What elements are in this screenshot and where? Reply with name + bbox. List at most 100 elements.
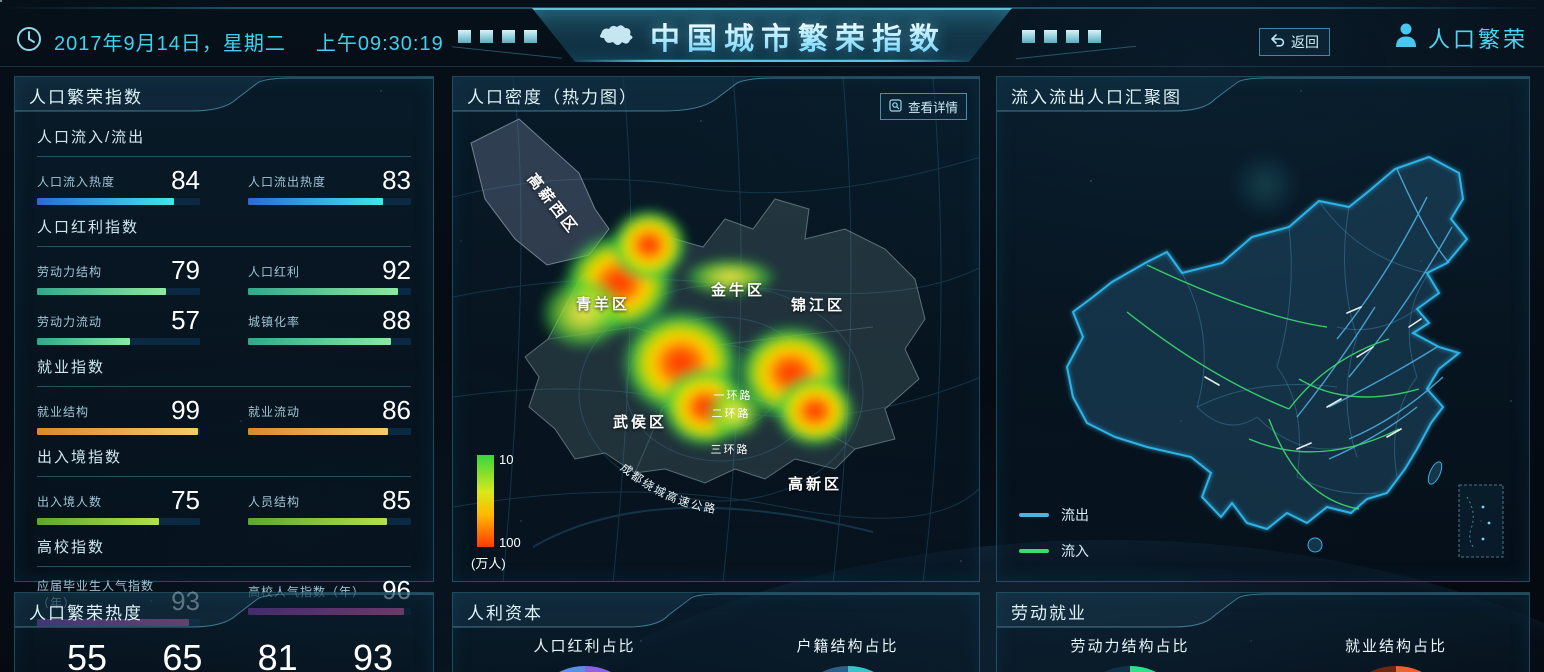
flow-legend: 流出 流入 — [1019, 505, 1089, 577]
heat-value: 55 — [67, 637, 108, 672]
stat-label: 人口红利 — [248, 265, 301, 279]
panel-header: 人口密度（热力图） — [453, 77, 979, 113]
outflow-color-swatch — [1019, 513, 1049, 517]
panel-header: 流入流出人口汇聚图 — [997, 77, 1529, 113]
datetime-group: 2017年9月14日，星期二 上午09:30:19 — [16, 26, 444, 57]
outflow-label: 流出 — [1061, 507, 1089, 523]
section-title: 就业指数 — [37, 359, 106, 376]
panel-header: 劳动就业 — [997, 593, 1529, 629]
section-divider — [37, 566, 411, 567]
household-ratio-pie-chart[interactable] — [787, 666, 908, 672]
labor-structure-pie-chart[interactable] — [1070, 666, 1190, 672]
app-title-banner: 中国城市繁荣指数 — [532, 8, 1012, 62]
population-density-panel: 高薪西区 青羊区 金牛区 锦江区 武侯区 高新区 一环路 二环路 三环路 成都绕… — [452, 76, 980, 582]
stat-bar — [248, 518, 411, 525]
population-prosperity-panel: 人口繁荣指数 人口流入/流出 人口流入热度 84 人口流出热度 83 人口红利指数 — [14, 76, 434, 626]
heat-value: 93 — [352, 637, 393, 672]
panel-header: 人口繁荣热度 — [15, 593, 433, 629]
china-flow-map[interactable] — [997, 77, 1530, 582]
section-title: 人口红利指数 — [37, 219, 140, 236]
flow-highlights — [1204, 306, 1422, 450]
stat-label: 劳动力流动 — [37, 315, 103, 329]
road-label-ring1: 一环路 — [714, 389, 753, 402]
details-button-label: 查看详情 — [907, 101, 958, 115]
stat-value: 75 — [171, 485, 200, 515]
migration-flow-panel: 流入流出人口汇聚图 流出 流入 — [996, 76, 1530, 582]
section-demographic-dividend: 人口红利指数 劳动力结构 79 人口红利 92 劳动力流动 57 城镇化率 88 — [37, 216, 411, 345]
stat-value: 86 — [382, 395, 411, 425]
prosperity-heat-panel: 人口繁荣热度 55 65 81 93 — [14, 592, 434, 672]
district-label-jinjiang: 锦江区 — [791, 296, 845, 314]
stat-item: 人口流出热度 83 — [248, 167, 411, 205]
stat-item: 就业结构 99 — [37, 397, 200, 435]
view-details-button[interactable]: 查看详情 — [879, 93, 967, 120]
legend-unit-label: (万人) — [471, 556, 506, 571]
china-outline — [1065, 155, 1469, 531]
section-divider — [37, 156, 411, 157]
back-button-label: 返回 — [1291, 34, 1319, 50]
city-heatmap[interactable]: 高薪西区 青羊区 金牛区 锦江区 武侯区 高新区 一环路 二环路 三环路 成都绕… — [453, 77, 980, 582]
panel-title: 人口繁荣热度 — [29, 603, 143, 623]
district-label-jinniu: 金牛区 — [710, 281, 765, 299]
stat-bar — [248, 428, 411, 435]
employment-structure-pie-chart[interactable] — [1336, 666, 1456, 672]
panel-title: 劳动就业 — [1011, 603, 1087, 623]
inflow-label: 流入 — [1061, 543, 1089, 559]
stat-item: 就业流动 86 — [248, 397, 411, 435]
stat-label: 就业流动 — [248, 405, 301, 419]
header-bottom-divider — [0, 66, 1544, 67]
chart-group: 就业结构占比 — [1336, 635, 1456, 672]
heat-value: 81 — [257, 637, 298, 672]
stat-bar — [37, 288, 200, 295]
stat-bar — [248, 198, 411, 205]
page-title: 中国城市繁荣指数 — [650, 14, 946, 58]
stat-label: 出入境人数 — [37, 495, 103, 509]
section-divider — [37, 386, 411, 387]
back-button[interactable]: 返回 — [1259, 28, 1330, 56]
details-icon — [889, 98, 902, 115]
section-entry-exit: 出入境指数 出入境人数 75 人员结构 85 — [37, 446, 411, 525]
district-label-wuhou: 武侯区 — [613, 413, 667, 431]
stat-bar — [248, 338, 411, 345]
deco-squares-right — [1022, 30, 1101, 43]
sea-inset-box — [1458, 484, 1504, 558]
section-employment: 就业指数 就业结构 99 就业流动 86 — [37, 356, 411, 435]
stat-item: 劳动力结构 79 — [37, 257, 200, 295]
chart-title: 就业结构占比 — [1344, 638, 1447, 655]
stat-value: 99 — [171, 395, 200, 425]
chart-group: 户籍结构占比 — [787, 635, 908, 672]
panel-header: 人口繁荣指数 — [15, 77, 433, 113]
dividend-ratio-pie-chart[interactable] — [524, 666, 645, 672]
heatmap-legend-gradient — [477, 455, 494, 547]
legend-min-label: 10 — [499, 452, 514, 467]
panel-header: 人利资本 — [453, 593, 979, 629]
stat-value: 85 — [382, 485, 411, 515]
deco-line-left — [452, 46, 562, 59]
user-mode-group[interactable]: 人口繁荣 — [1394, 22, 1528, 54]
district-label-gaoxin: 高新区 — [788, 475, 842, 493]
return-arrow-icon — [1270, 34, 1285, 50]
stat-value: 84 — [171, 165, 200, 195]
stat-item: 城镇化率 88 — [248, 307, 411, 345]
heat-values-row: 55 65 81 93 — [15, 629, 433, 672]
stat-value: 57 — [171, 305, 200, 335]
chart-title: 人口红利占比 — [533, 638, 636, 655]
section-divider — [37, 476, 411, 477]
section-divider — [37, 246, 411, 247]
clock-icon — [16, 26, 42, 57]
stat-label: 就业结构 — [37, 405, 90, 419]
stat-label: 劳动力结构 — [37, 265, 103, 279]
district-label-qingyang: 青羊区 — [576, 295, 630, 313]
panel-title: 人口繁荣指数 — [29, 87, 143, 107]
chart-title: 户籍结构占比 — [796, 638, 899, 655]
panel-title: 人利资本 — [467, 603, 543, 623]
human-capital-panel: 人利资本 人口红利占比 户籍结构占比 — [452, 592, 980, 672]
chart-group: 劳动力结构占比 — [1070, 635, 1190, 672]
stat-bar — [37, 428, 200, 435]
china-map-icon — [598, 22, 636, 50]
stat-item: 人口流入热度 84 — [37, 167, 200, 205]
heatmap-legend: 10 100 (万人) — [471, 452, 521, 572]
stat-bar — [37, 198, 200, 205]
stat-item: 出入境人数 75 — [37, 487, 200, 525]
inflow-color-swatch — [1019, 549, 1049, 553]
